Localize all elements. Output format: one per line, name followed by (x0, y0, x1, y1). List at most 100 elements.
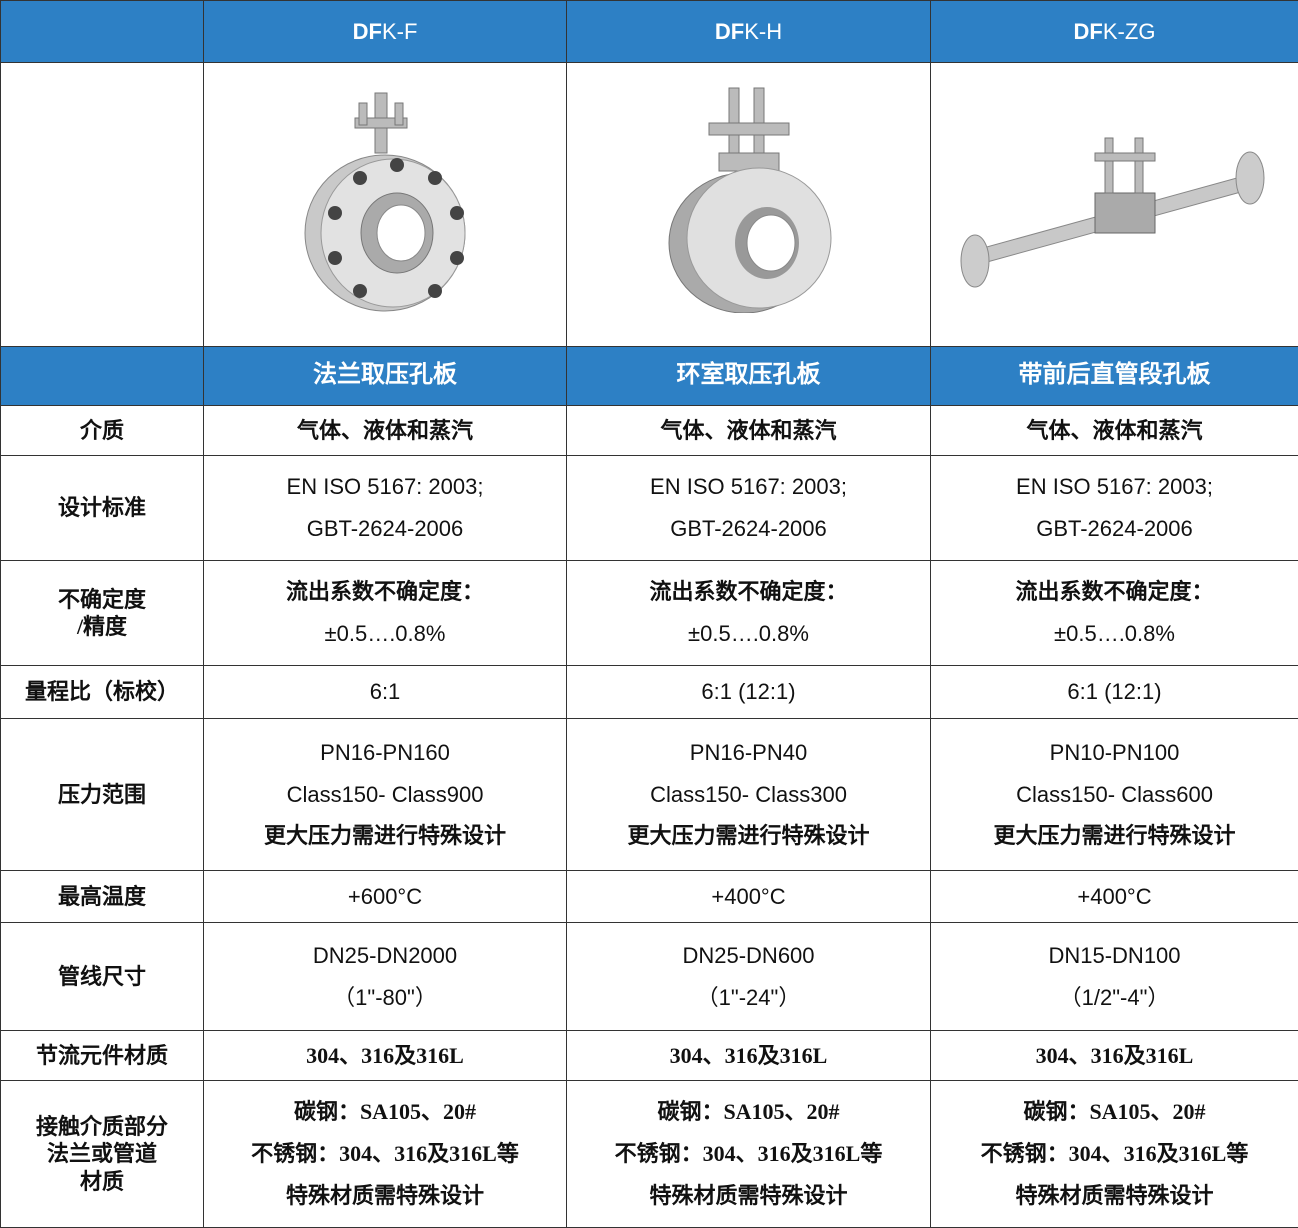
table-row: 法兰取压孔板环室取压孔板带前后直管段孔板 (1, 347, 1298, 406)
data-cell: 6:1 (204, 666, 567, 719)
cell-line: （1"-80"） (204, 977, 566, 1019)
cell-line: EN ISO 5167: 2003; (204, 466, 566, 508)
cell-line: +400°C (931, 876, 1298, 918)
cell-line: 最高温度 (1, 883, 203, 911)
data-cell: 304、316及316L (204, 1031, 567, 1081)
data-cell: 气体、液体和蒸汽 (931, 406, 1298, 456)
cell-line: +400°C (567, 876, 930, 918)
data-cell: EN ISO 5167: 2003;GBT-2624-2006 (567, 456, 931, 561)
row-label: 不确定度/精度 (1, 561, 204, 666)
cell-line: GBT-2624-2006 (931, 508, 1298, 550)
data-cell: +400°C (931, 871, 1298, 923)
cell-line: +600°C (204, 876, 566, 918)
image-cell (931, 63, 1298, 347)
row-label: 管线尺寸 (1, 923, 204, 1031)
header-rest: K-F (382, 19, 417, 44)
cell-line: 法兰或管道 (1, 1140, 203, 1168)
data-cell: DN15-DN100（1/2"-4"） (931, 923, 1298, 1031)
subheader-cell: 环室取压孔板 (567, 347, 931, 406)
cell-line: 碳钢：SA105、20# (567, 1091, 930, 1133)
pipe-run-image (945, 83, 1285, 313)
cell-line: 304、316及316L (931, 1035, 1298, 1077)
cell-line: 介质 (1, 417, 203, 445)
cell-line: ±0.5….0.8% (567, 613, 930, 655)
cell-line: 材质 (1, 1168, 203, 1196)
cell-line: 节流元件材质 (1, 1042, 203, 1070)
data-cell: 304、316及316L (567, 1031, 931, 1081)
cell-line: 不锈钢：304、316及316L等 (567, 1133, 930, 1175)
cell-line: 不锈钢：304、316及316L等 (931, 1133, 1298, 1175)
cell-line: 6:1 (204, 671, 566, 713)
cell-line: /精度 (1, 613, 203, 641)
image-cell (204, 63, 567, 347)
cell-line: （1/2"-4"） (931, 977, 1298, 1019)
header-bold: DF (353, 19, 382, 44)
cell-line: 6:1 (12:1) (567, 671, 930, 713)
empty-cell (1, 63, 204, 347)
cell-line: Class150- Class600 (931, 774, 1298, 816)
data-cell: 流出系数不确定度：±0.5….0.8% (567, 561, 931, 666)
cell-line: 6:1 (12:1) (931, 671, 1298, 713)
cell-line: 特殊材质需特殊设计 (567, 1175, 930, 1217)
subheader-cell: 带前后直管段孔板 (931, 347, 1298, 406)
header-bold: DF (1074, 19, 1103, 44)
cell-line: 量程比（标校） (1, 678, 203, 706)
cell-line: 设计标准 (1, 494, 203, 522)
data-cell: 304、316及316L (931, 1031, 1298, 1081)
table-row: 最高温度+600°C+400°C+400°C (1, 871, 1298, 923)
cell-line: 更大压力需进行特殊设计 (204, 815, 566, 857)
cell-line: 流出系数不确定度： (204, 571, 566, 613)
cell-line: DN15-DN100 (931, 935, 1298, 977)
flange-orifice-image (285, 83, 485, 313)
table-row: 不确定度/精度流出系数不确定度：±0.5….0.8%流出系数不确定度：±0.5…… (1, 561, 1298, 666)
data-cell: 碳钢：SA105、20#不锈钢：304、316及316L等特殊材质需特殊设计 (204, 1081, 567, 1228)
cell-line: 气体、液体和蒸汽 (567, 410, 930, 452)
cell-line: 碳钢：SA105、20# (931, 1091, 1298, 1133)
header-cell: DFK-F (204, 1, 567, 63)
data-cell: 流出系数不确定度：±0.5….0.8% (204, 561, 567, 666)
header-rest: K-ZG (1103, 19, 1156, 44)
table-row: 介质气体、液体和蒸汽气体、液体和蒸汽气体、液体和蒸汽 (1, 406, 1298, 456)
header-rest: K-H (744, 19, 782, 44)
table-row: 接触介质部分法兰或管道材质碳钢：SA105、20#不锈钢：304、316及316… (1, 1081, 1298, 1228)
cell-line: ±0.5….0.8% (204, 613, 566, 655)
cell-line: 更大压力需进行特殊设计 (567, 815, 930, 857)
cell-line: ±0.5….0.8% (931, 613, 1298, 655)
cell-line: EN ISO 5167: 2003; (931, 466, 1298, 508)
cell-line: DN25-DN2000 (204, 935, 566, 977)
data-cell: DN25-DN600（1"-24"） (567, 923, 931, 1031)
corner-cell (1, 347, 204, 406)
cell-line: Class150- Class900 (204, 774, 566, 816)
header-cell: DFK-H (567, 1, 931, 63)
row-label: 量程比（标校） (1, 666, 204, 719)
cell-line: 压力范围 (1, 781, 203, 809)
row-label: 压力范围 (1, 719, 204, 871)
cell-line: DN25-DN600 (567, 935, 930, 977)
data-cell: 气体、液体和蒸汽 (204, 406, 567, 456)
subheader-cell: 法兰取压孔板 (204, 347, 567, 406)
row-label: 介质 (1, 406, 204, 456)
cell-line: 气体、液体和蒸汽 (204, 410, 566, 452)
cell-line: 304、316及316L (567, 1035, 930, 1077)
header-cell: DFK-ZG (931, 1, 1298, 63)
cell-line: PN16-PN40 (567, 732, 930, 774)
cell-line: PN16-PN160 (204, 732, 566, 774)
cell-line: 不确定度 (1, 586, 203, 614)
cell-line: 特殊材质需特殊设计 (204, 1175, 566, 1217)
row-label: 接触介质部分法兰或管道材质 (1, 1081, 204, 1228)
table-row (1, 63, 1298, 347)
cell-line: 碳钢：SA105、20# (204, 1091, 566, 1133)
cell-line: GBT-2624-2006 (204, 508, 566, 550)
data-cell: +400°C (567, 871, 931, 923)
data-cell: 6:1 (12:1) (567, 666, 931, 719)
cell-line: 管线尺寸 (1, 963, 203, 991)
